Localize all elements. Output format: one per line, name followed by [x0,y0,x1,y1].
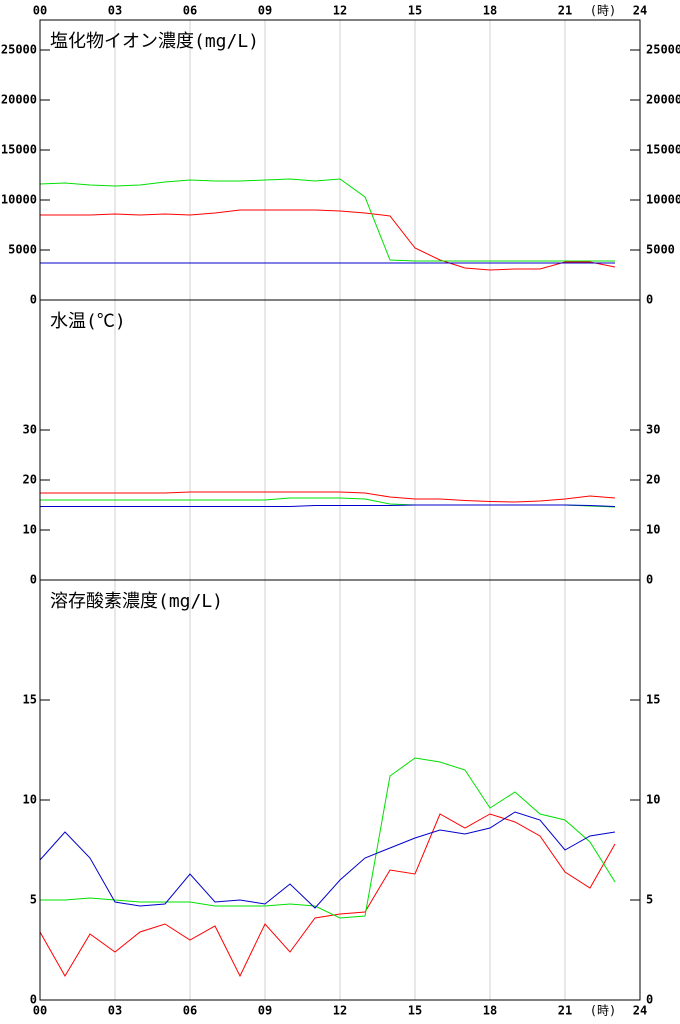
panel-frame [39,579,641,1001]
y-tick-label: 30 [646,423,660,437]
y-tick-label: 0 [646,293,653,307]
y-tick-label: 0 [30,573,37,587]
x-tick-label: 15 [408,4,422,18]
x-tick-label: 12 [333,4,347,18]
x-tick-label: 21 [558,1004,572,1018]
y-tick-label: 15 [646,693,660,707]
y-tick-label: 5000 [646,243,675,257]
x-tick-label: 00 [33,1004,47,1018]
x-tick-label: 06 [183,1004,197,1018]
y-tick-label: 10 [646,793,660,807]
x-tick-label: 18 [483,1004,497,1018]
data-line [40,757,616,919]
panel-title: 水温(℃) [50,311,126,332]
y-tick-label: 25000 [646,43,680,57]
data-line [40,209,616,271]
y-tick-label: 10 [23,793,37,807]
x-tick-label: 09 [258,4,272,18]
x-tick-label: 12 [333,1004,347,1018]
data-line [40,491,616,503]
y-tick-label: 10000 [646,193,680,207]
y-tick-label: 5 [646,893,653,907]
data-line [39,813,616,978]
y-tick-label: 25000 [1,43,37,57]
y-tick-label: 5000 [8,243,37,257]
y-tick-label: 20000 [1,93,37,107]
x-tick-label: 00 [33,4,47,18]
y-tick-label: 10 [23,523,37,537]
y-tick-label: 30 [23,423,37,437]
x-tick-label: 03 [108,1004,122,1018]
y-tick-label: 10000 [1,193,37,207]
y-tick-label: 15 [23,693,37,707]
x-tick-label: 09 [258,1004,272,1018]
y-tick-label: 20 [646,473,660,487]
x-tick-label: 24 [633,1004,647,1018]
x-unit: (時) [590,4,616,18]
x-tick-label: 03 [108,4,122,18]
panel-title: 溶存酸素濃度(mg/L) [50,591,223,612]
y-tick-label: 0 [30,293,37,307]
y-tick-label: 20 [23,473,37,487]
y-tick-label: 0 [646,993,653,1007]
x-tick-label: 21 [558,4,572,18]
y-tick-label: 20000 [646,93,680,107]
x-tick-label: 24 [633,4,647,18]
x-tick-label: 18 [483,4,497,18]
x-tick-label: 15 [408,1004,422,1018]
x-unit: (時) [590,1004,616,1018]
y-tick-label: 0 [30,993,37,1007]
x-tick-label: 06 [183,4,197,18]
data-line [39,178,615,262]
data-line [39,811,616,909]
y-tick-label: 15000 [646,143,680,157]
data-line [40,504,616,507]
y-tick-label: 5 [30,893,37,907]
y-tick-label: 15000 [1,143,37,157]
panel-title: 塩化物イオン濃度(mg/L) [50,31,259,52]
y-tick-label: 10 [646,523,660,537]
y-tick-label: 0 [646,573,653,587]
